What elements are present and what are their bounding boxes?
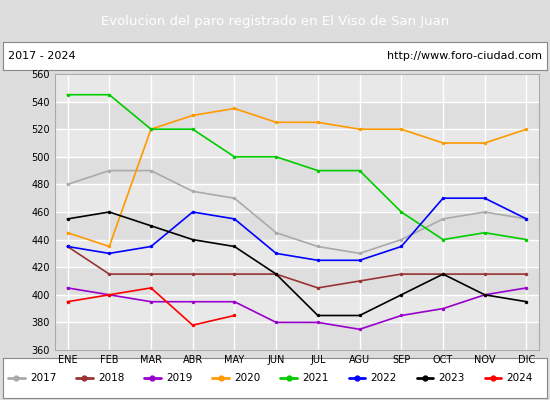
Text: 2017 - 2024: 2017 - 2024 [8, 51, 76, 61]
Text: 2017: 2017 [30, 373, 56, 383]
Text: 2022: 2022 [370, 373, 397, 383]
Bar [55, 157, 539, 184]
Bar [55, 212, 539, 240]
Text: 2021: 2021 [302, 373, 328, 383]
Bar [55, 267, 539, 295]
Bar [55, 102, 539, 129]
Text: Evolucion del paro registrado en El Viso de San Juan: Evolucion del paro registrado en El Viso… [101, 14, 449, 28]
Text: http://www.foro-ciudad.com: http://www.foro-ciudad.com [387, 51, 542, 61]
Text: 2023: 2023 [438, 373, 465, 383]
Text: 2019: 2019 [166, 373, 192, 383]
Text: 2024: 2024 [507, 373, 533, 383]
Text: 2020: 2020 [234, 373, 260, 383]
Text: 2018: 2018 [98, 373, 124, 383]
Bar [55, 322, 539, 350]
